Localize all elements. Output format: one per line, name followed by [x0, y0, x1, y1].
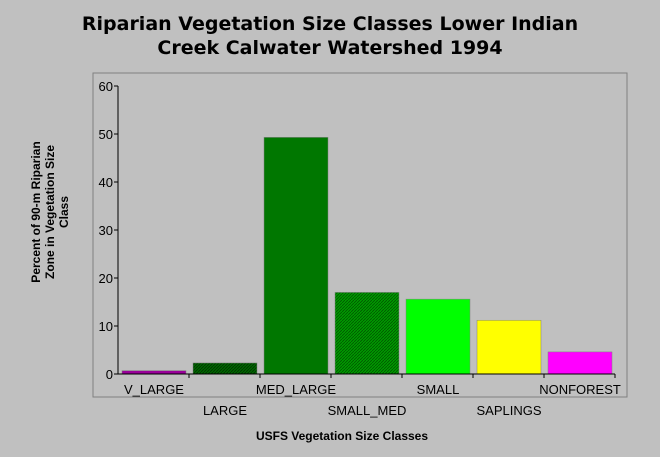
- y-axis-title-line-3: Class: [57, 196, 71, 228]
- y-tick-label-0: 0: [106, 367, 113, 382]
- bar-nonforest: [547, 351, 613, 375]
- x-tick-label-small-med: SMALL_MED: [328, 403, 407, 418]
- bar-saplings: [476, 319, 542, 375]
- bar-v-large: [121, 370, 187, 375]
- y-tick-label-20: 20: [99, 271, 113, 286]
- bars-group: [121, 137, 613, 375]
- y-tick-label-10: 10: [99, 319, 113, 334]
- chart-title: Riparian Vegetation Size Classes Lower I…: [0, 12, 660, 60]
- bar-small: [405, 298, 471, 375]
- y-axis: 0 10 20 30 40 50 60: [99, 79, 119, 382]
- x-axis-title: USFS Vegetation Size Classes: [256, 429, 428, 443]
- x-tick-label-v-large: V_LARGE: [124, 382, 184, 397]
- x-tick-label-large: LARGE: [203, 403, 247, 418]
- chart-title-line-1: Riparian Vegetation Size Classes Lower I…: [81, 13, 579, 35]
- x-axis: V_LARGE LARGE MED_LARGE SMALL_MED SMALL SAPLI…: [118, 373, 621, 418]
- bar-small-med: [334, 292, 400, 375]
- bar-med-large: [263, 137, 329, 375]
- bar-large: [192, 362, 258, 375]
- x-tick-label-saplings: SAPLINGS: [476, 403, 541, 418]
- y-tick-label-30: 30: [99, 223, 113, 238]
- y-tick-label-40: 40: [99, 175, 113, 190]
- y-axis-title-line-1: Percent of 90-m Riparian: [29, 141, 43, 282]
- plot-frame: [92, 72, 628, 398]
- chart-title-line-2: Creek Calwater Watershed 1994: [157, 37, 503, 59]
- y-tick-label-60: 60: [99, 79, 113, 94]
- y-axis-title: Percent of 90-m Riparian Zone in Vegetat…: [29, 141, 71, 282]
- x-tick-label-med-large: MED_LARGE: [256, 382, 337, 397]
- x-tick-label-nonforest: NONFOREST: [539, 382, 621, 397]
- y-tick-label-50: 50: [99, 127, 113, 142]
- x-tick-label-small: SMALL: [417, 382, 460, 397]
- y-axis-title-line-2: Zone in Vegetation Size: [43, 145, 57, 279]
